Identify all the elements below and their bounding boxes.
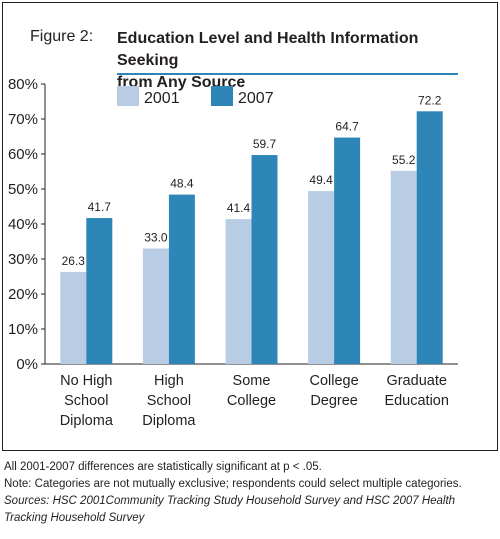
chart-title-line1: Education Level and Health Information S… [117,30,419,69]
x-category-label: College [227,393,276,409]
x-category-label: Education [384,393,449,409]
y-tick-label: 10% [8,321,38,338]
data-label-2007: 64.7 [335,120,359,134]
x-category-label: High [154,373,184,389]
x-category-label: Graduate [386,373,446,389]
sources-note-line1: Sources: HSC 2001Community Tracking Stud… [4,495,456,507]
y-tick-label: 30% [8,251,38,268]
data-label-2001: 26.3 [62,254,86,268]
bar-2001 [390,170,417,364]
bar-2007 [168,194,195,364]
bar-2007 [416,111,443,364]
data-label-2001: 55.2 [392,153,416,167]
x-category-label: Diploma [142,413,196,429]
bar-2007 [334,137,361,364]
x-category-label: Degree [310,393,358,409]
bar-2001 [60,271,87,364]
x-category-label: College [310,373,359,389]
data-label-2007: 59.7 [253,137,277,151]
data-label-2007: 41.7 [88,200,112,214]
sources-note-line2: Tracking Household Survey [4,512,145,524]
bar-2007 [251,155,278,364]
bar-2001 [308,191,335,364]
data-label-2001: 33.0 [144,231,168,245]
notes: All 2001-2007 differences are statistica… [4,459,496,527]
legend-swatch-2007 [211,86,233,106]
figure-label: Figure 2: [30,28,94,45]
bar-2001 [225,219,252,364]
bar-chart: 0% 10% 20% 30% 40% 50% 60% 70% 80% 26.3 41.7 No Hig… [8,76,458,429]
y-tick-label: 50% [8,181,38,198]
y-tick-label: 60% [8,146,38,163]
y-tick-label: 20% [8,286,38,303]
significance-note: All 2001-2007 differences are statistica… [4,461,322,473]
data-label-2001: 41.4 [227,201,251,215]
categories-note: Note: Categories are not mutually exclus… [4,478,462,490]
y-tick-label: 0% [16,356,38,373]
x-category-label: Diploma [60,413,114,429]
x-category-label: School [147,393,191,409]
bar-2001 [142,248,169,364]
bar-2007 [86,218,113,364]
legend-label-2001: 2001 [144,90,180,107]
y-tick-label: 40% [8,216,38,233]
title-rule [117,73,458,75]
y-tick-label: 70% [8,111,38,128]
x-category-label: Some [233,373,271,389]
legend-label-2007: 2007 [238,90,274,107]
x-category-label: School [64,393,108,409]
y-tick-label: 80% [8,76,38,93]
x-category-label: No High [60,373,112,389]
data-label-2007: 48.4 [170,177,194,191]
legend-swatch-2001 [117,86,139,106]
data-label-2007: 72.2 [418,93,442,107]
data-label-2001: 49.4 [309,173,333,187]
